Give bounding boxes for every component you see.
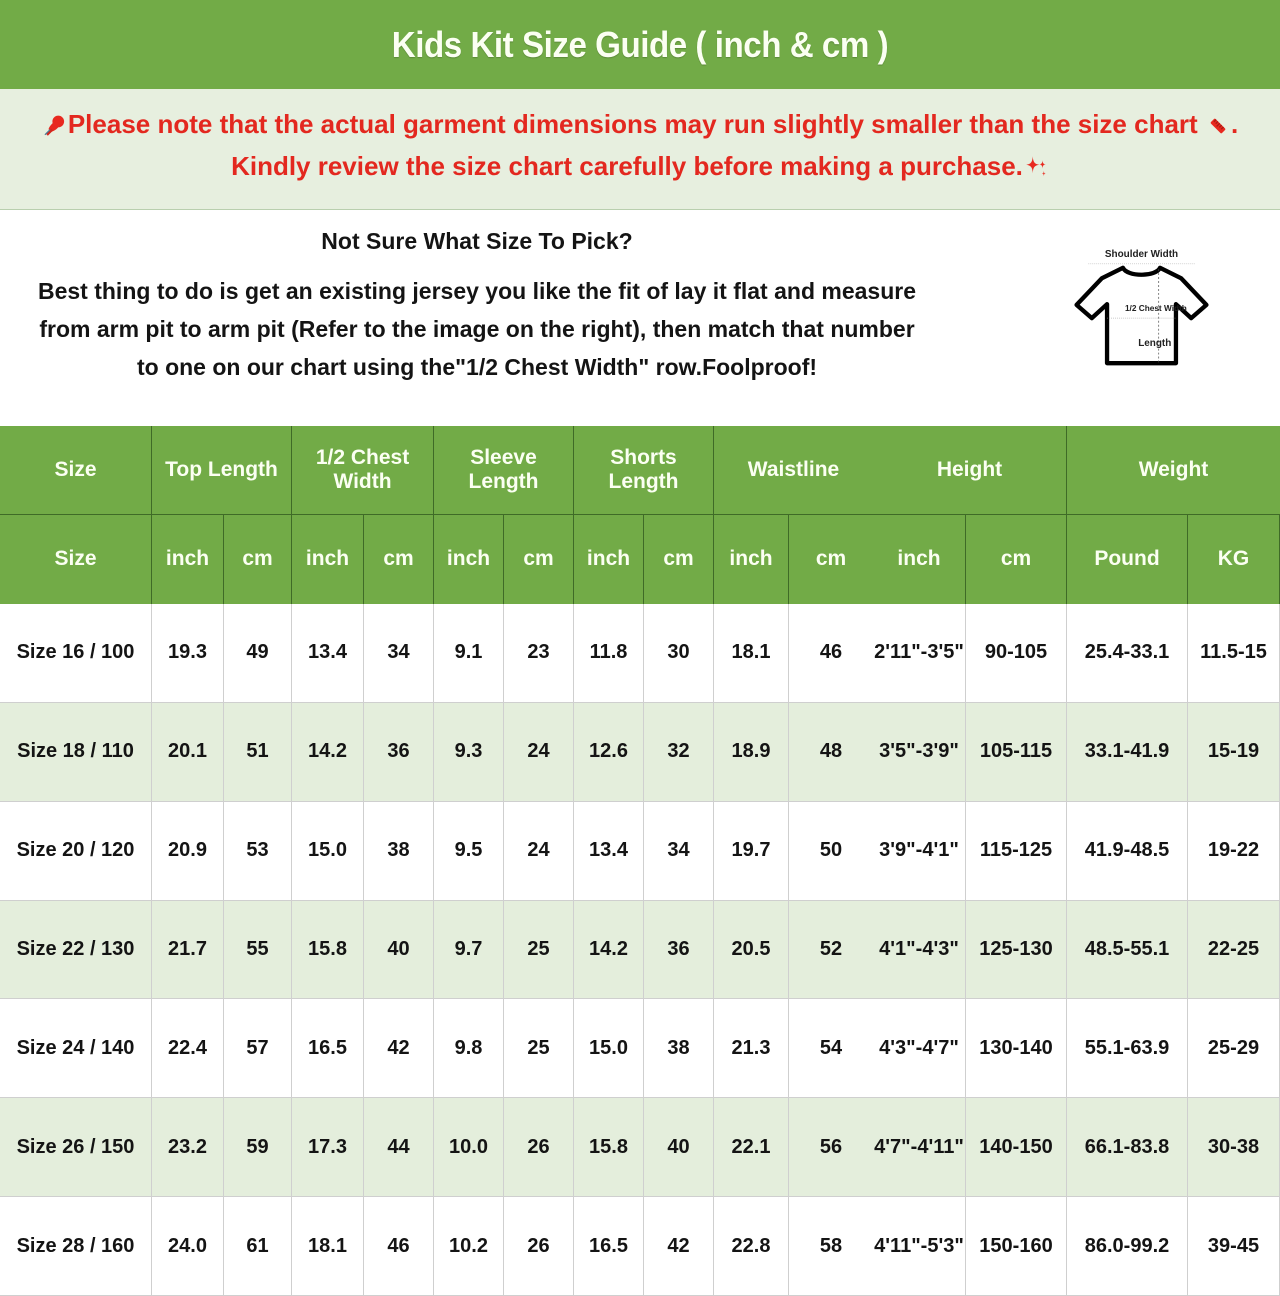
svg-text:Shoulder Width: Shoulder Width: [1105, 249, 1178, 260]
svg-text:1/2 Chest Width: 1/2 Chest Width: [1125, 304, 1187, 313]
svg-text:Length: Length: [1138, 338, 1171, 349]
